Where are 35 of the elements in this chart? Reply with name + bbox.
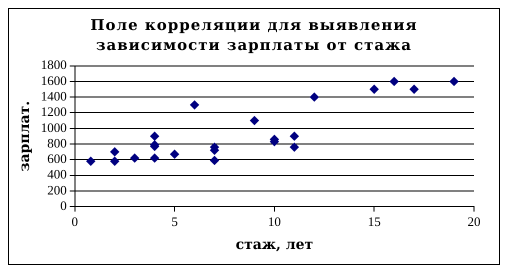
point [190, 100, 200, 110]
y-tick-label: 0 [60, 198, 67, 214]
point [86, 156, 96, 166]
x-tick-label: 0 [72, 214, 78, 229]
point [130, 154, 140, 163]
y-tick-label: 1400 [40, 88, 67, 104]
point [410, 84, 419, 94]
x-tick-label: 10 [268, 214, 281, 229]
y-tick-label: 1200 [40, 104, 67, 120]
point [110, 147, 120, 156]
x-tick-label: 20 [468, 214, 480, 229]
point [150, 154, 160, 163]
y-tick-label: 1600 [40, 72, 67, 88]
point [370, 84, 379, 94]
point [310, 92, 319, 102]
point [390, 76, 399, 86]
x-tick-label: 5 [171, 214, 178, 229]
point [290, 142, 299, 152]
point [170, 150, 180, 159]
x-axis-title: стаж, лет [236, 237, 314, 254]
chart-title: Поле корреляции для выявления зависимости зарплаты от стажа [89, 15, 419, 55]
y-tick-label: 200 [47, 182, 67, 198]
point [210, 156, 220, 165]
point [250, 116, 259, 126]
y-tick-label: 1000 [40, 120, 67, 135]
y-axis-title: зарплат. [17, 100, 34, 172]
y-tick-label: 600 [47, 151, 67, 166]
y-tick-label: 800 [47, 135, 67, 150]
y-tick-label: 1800 [40, 57, 67, 72]
point [110, 156, 120, 166]
point [450, 76, 459, 86]
x-tick-label: 15 [368, 214, 381, 229]
point [150, 132, 160, 141]
point [290, 132, 299, 141]
y-tick-label: 400 [47, 166, 67, 182]
